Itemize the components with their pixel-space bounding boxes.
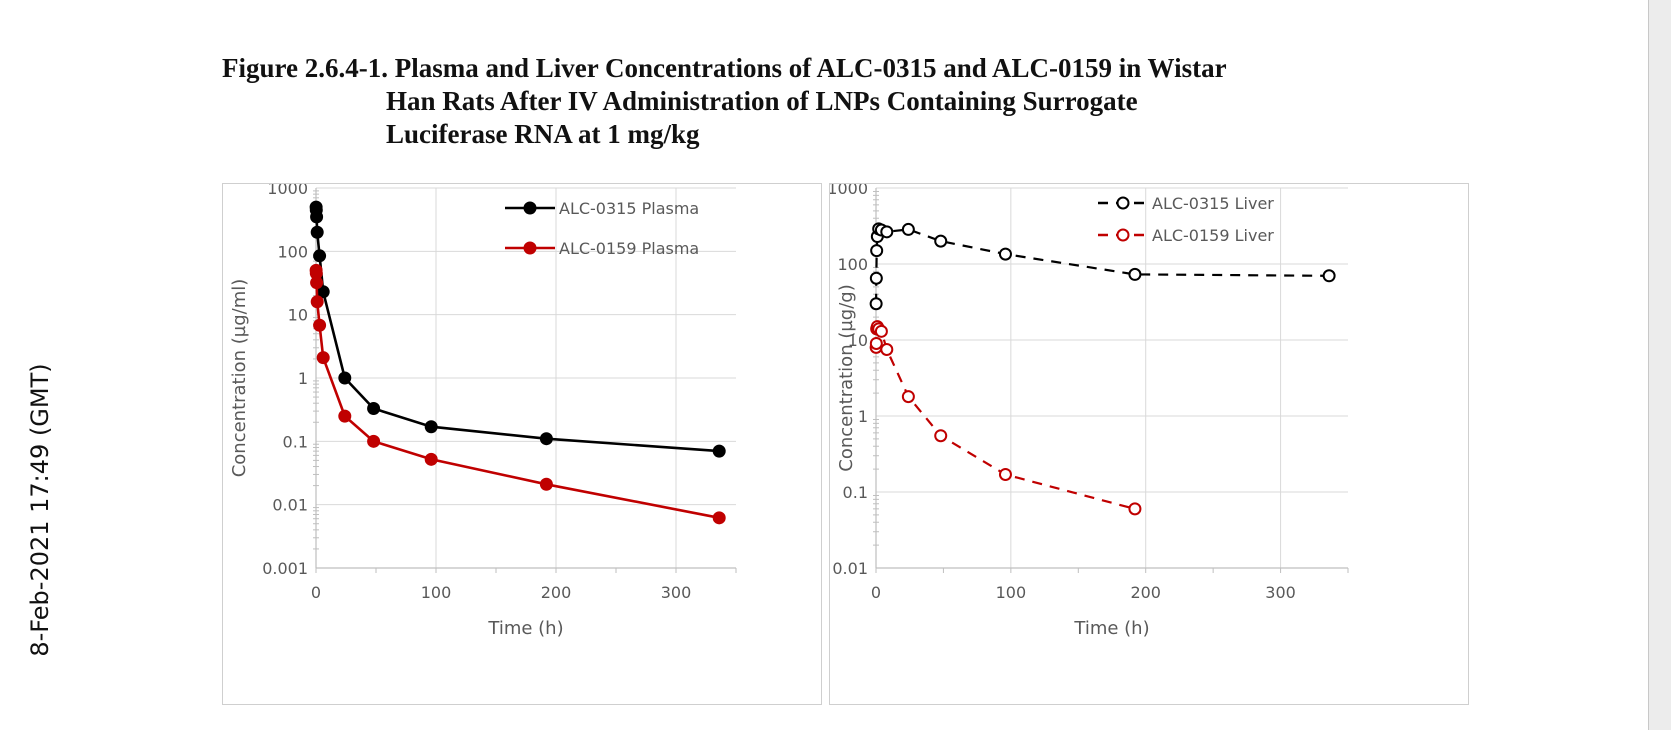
data-point-alc-0315-plasma — [424, 420, 438, 434]
data-point-alc-0315-plasma — [310, 210, 324, 224]
data-point-alc-0315-plasma — [310, 225, 324, 239]
data-point-alc-0315-plasma — [712, 444, 726, 458]
page-edge-strip — [1648, 0, 1671, 730]
liver-gridlines — [875, 187, 1348, 569]
liver-y-axis-label: Concentration (µg/g) — [836, 284, 857, 471]
plasma-y-tick-label: 0.001 — [262, 559, 308, 578]
legend-label-alc-0315-plasma: ALC-0315 Plasma — [559, 199, 699, 218]
liver-legend: ALC-0315 Liver ALC-0159 Liver — [1098, 194, 1274, 245]
data-point-alc-0159-liver — [880, 342, 894, 356]
data-point-alc-0315-liver — [934, 234, 948, 248]
data-point-alc-0315-plasma — [313, 249, 327, 263]
data-point-alc-0159-plasma — [424, 452, 438, 466]
data-point-alc-0315-plasma — [367, 401, 381, 415]
series-alc-0315-liver — [869, 222, 1336, 311]
data-point-alc-0315-liver — [869, 271, 883, 285]
liver-chart-panel: 1000 100 10 1 0.1 0.01 0 100 200 300 Time (h) Conce… — [829, 183, 1469, 705]
liver-x-axis-label: Time (h) — [1073, 618, 1149, 639]
liver-y-tick-label: 1000 — [830, 184, 868, 198]
liver-x-tick-label: 300 — [1265, 583, 1296, 602]
data-point-alc-0159-plasma — [310, 276, 324, 290]
plasma-x-tick-label: 300 — [661, 583, 692, 602]
series-alc-0159-liver — [869, 320, 1142, 516]
data-point-alc-0315-liver — [1322, 269, 1336, 283]
data-point-alc-0159-liver — [874, 324, 888, 338]
liver-y-tick-label: 10 — [848, 331, 868, 350]
liver-y-tick-label: 1 — [858, 407, 868, 426]
data-point-alc-0159-liver — [934, 429, 948, 443]
figure-title-line-1: Figure 2.6.4-1. Plasma and Liver Concent… — [222, 53, 1227, 83]
liver-x-tick-label: 0 — [871, 583, 881, 602]
plasma-y-tick-label: 0.01 — [272, 496, 308, 515]
liver-y-tick-label: 0.1 — [843, 483, 868, 502]
plasma-y-tick-label: 10 — [288, 306, 308, 325]
legend-marker-alc-0315-liver — [1116, 196, 1130, 210]
data-point-alc-0159-liver — [901, 390, 915, 404]
figure-title: Figure 2.6.4-1. Plasma and Liver Concent… — [222, 52, 1227, 151]
data-point-alc-0315-liver — [901, 222, 915, 236]
series-line-alc-0159-liver — [875, 323, 1136, 510]
data-point-alc-0159-liver — [998, 467, 1012, 481]
plasma-x-tick-label: 100 — [421, 583, 452, 602]
liver-chart: 1000 100 10 1 0.1 0.010 100 200 300 Time (h) Conce… — [830, 184, 1349, 639]
liver-x-tick-label: 200 — [1130, 583, 1161, 602]
liver-x-tick-label: 100 — [996, 583, 1027, 602]
data-point-alc-0315-liver — [869, 297, 883, 311]
series-line-alc-0159-plasma — [314, 270, 720, 520]
data-point-alc-0315-liver — [1128, 267, 1142, 281]
series-alc-0315-plasma — [309, 200, 726, 458]
data-point-alc-0159-plasma — [539, 477, 553, 491]
plasma-chart-panel: 1000 100 10 1 0.1 0.01 0.001 0 100 200 300 Time (h)… — [222, 183, 822, 705]
data-point-alc-0315-liver — [998, 247, 1012, 261]
data-point-alc-0159-plasma — [313, 318, 327, 332]
legend-label-alc-0315-liver: ALC-0315 Liver — [1152, 194, 1274, 213]
data-point-alc-0159-liver — [1128, 502, 1142, 516]
data-point-alc-0315-liver — [880, 225, 894, 239]
data-point-alc-0315-liver — [870, 244, 884, 258]
data-point-alc-0159-plasma — [367, 434, 381, 448]
plasma-y-axis-label: Concentration (µg/ml) — [229, 279, 250, 478]
data-point-alc-0315-plasma — [338, 371, 352, 385]
date-stamp: 8-Feb-2021 17:49 (GMT) — [0, 0, 80, 730]
legend-label-alc-0159-plasma: ALC-0159 Plasma — [559, 239, 699, 258]
data-point-alc-0159-plasma — [310, 295, 324, 309]
date-stamp-text: 8-Feb-2021 17:49 (GMT) — [26, 363, 54, 657]
series-alc-0159-plasma — [309, 263, 726, 525]
legend-marker-alc-0315-plasma — [523, 201, 537, 215]
liver-y-tick-label: 100 — [837, 255, 868, 274]
plasma-y-tick-label: 1 — [298, 369, 308, 388]
plasma-x-tick-label: 200 — [541, 583, 572, 602]
data-point-alc-0159-plasma — [316, 351, 330, 365]
liver-y-tick-label: 0.01 — [832, 559, 868, 578]
data-point-alc-0315-plasma — [539, 432, 553, 446]
data-point-alc-0159-plasma — [712, 511, 726, 525]
plasma-y-tick-label: 100 — [277, 242, 308, 261]
plasma-legend: ALC-0315 Plasma ALC-0159 Plasma — [505, 199, 699, 258]
legend-marker-alc-0159-plasma — [523, 241, 537, 255]
plasma-x-tick-label: 0 — [311, 583, 321, 602]
legend-label-alc-0159-liver: ALC-0159 Liver — [1152, 226, 1274, 245]
plasma-y-tick-label: 1000 — [267, 184, 308, 198]
plasma-y-tick-label: 0.1 — [283, 432, 308, 451]
data-point-alc-0159-plasma — [338, 409, 352, 423]
figure-title-line-3: Luciferase RNA at 1 mg/kg — [386, 119, 700, 149]
legend-marker-alc-0159-liver — [1116, 228, 1130, 242]
figure-title-line-2: Han Rats After IV Administration of LNPs… — [386, 86, 1138, 116]
plasma-x-axis-label: Time (h) — [487, 618, 563, 639]
data-point-alc-0159-liver — [869, 336, 883, 350]
